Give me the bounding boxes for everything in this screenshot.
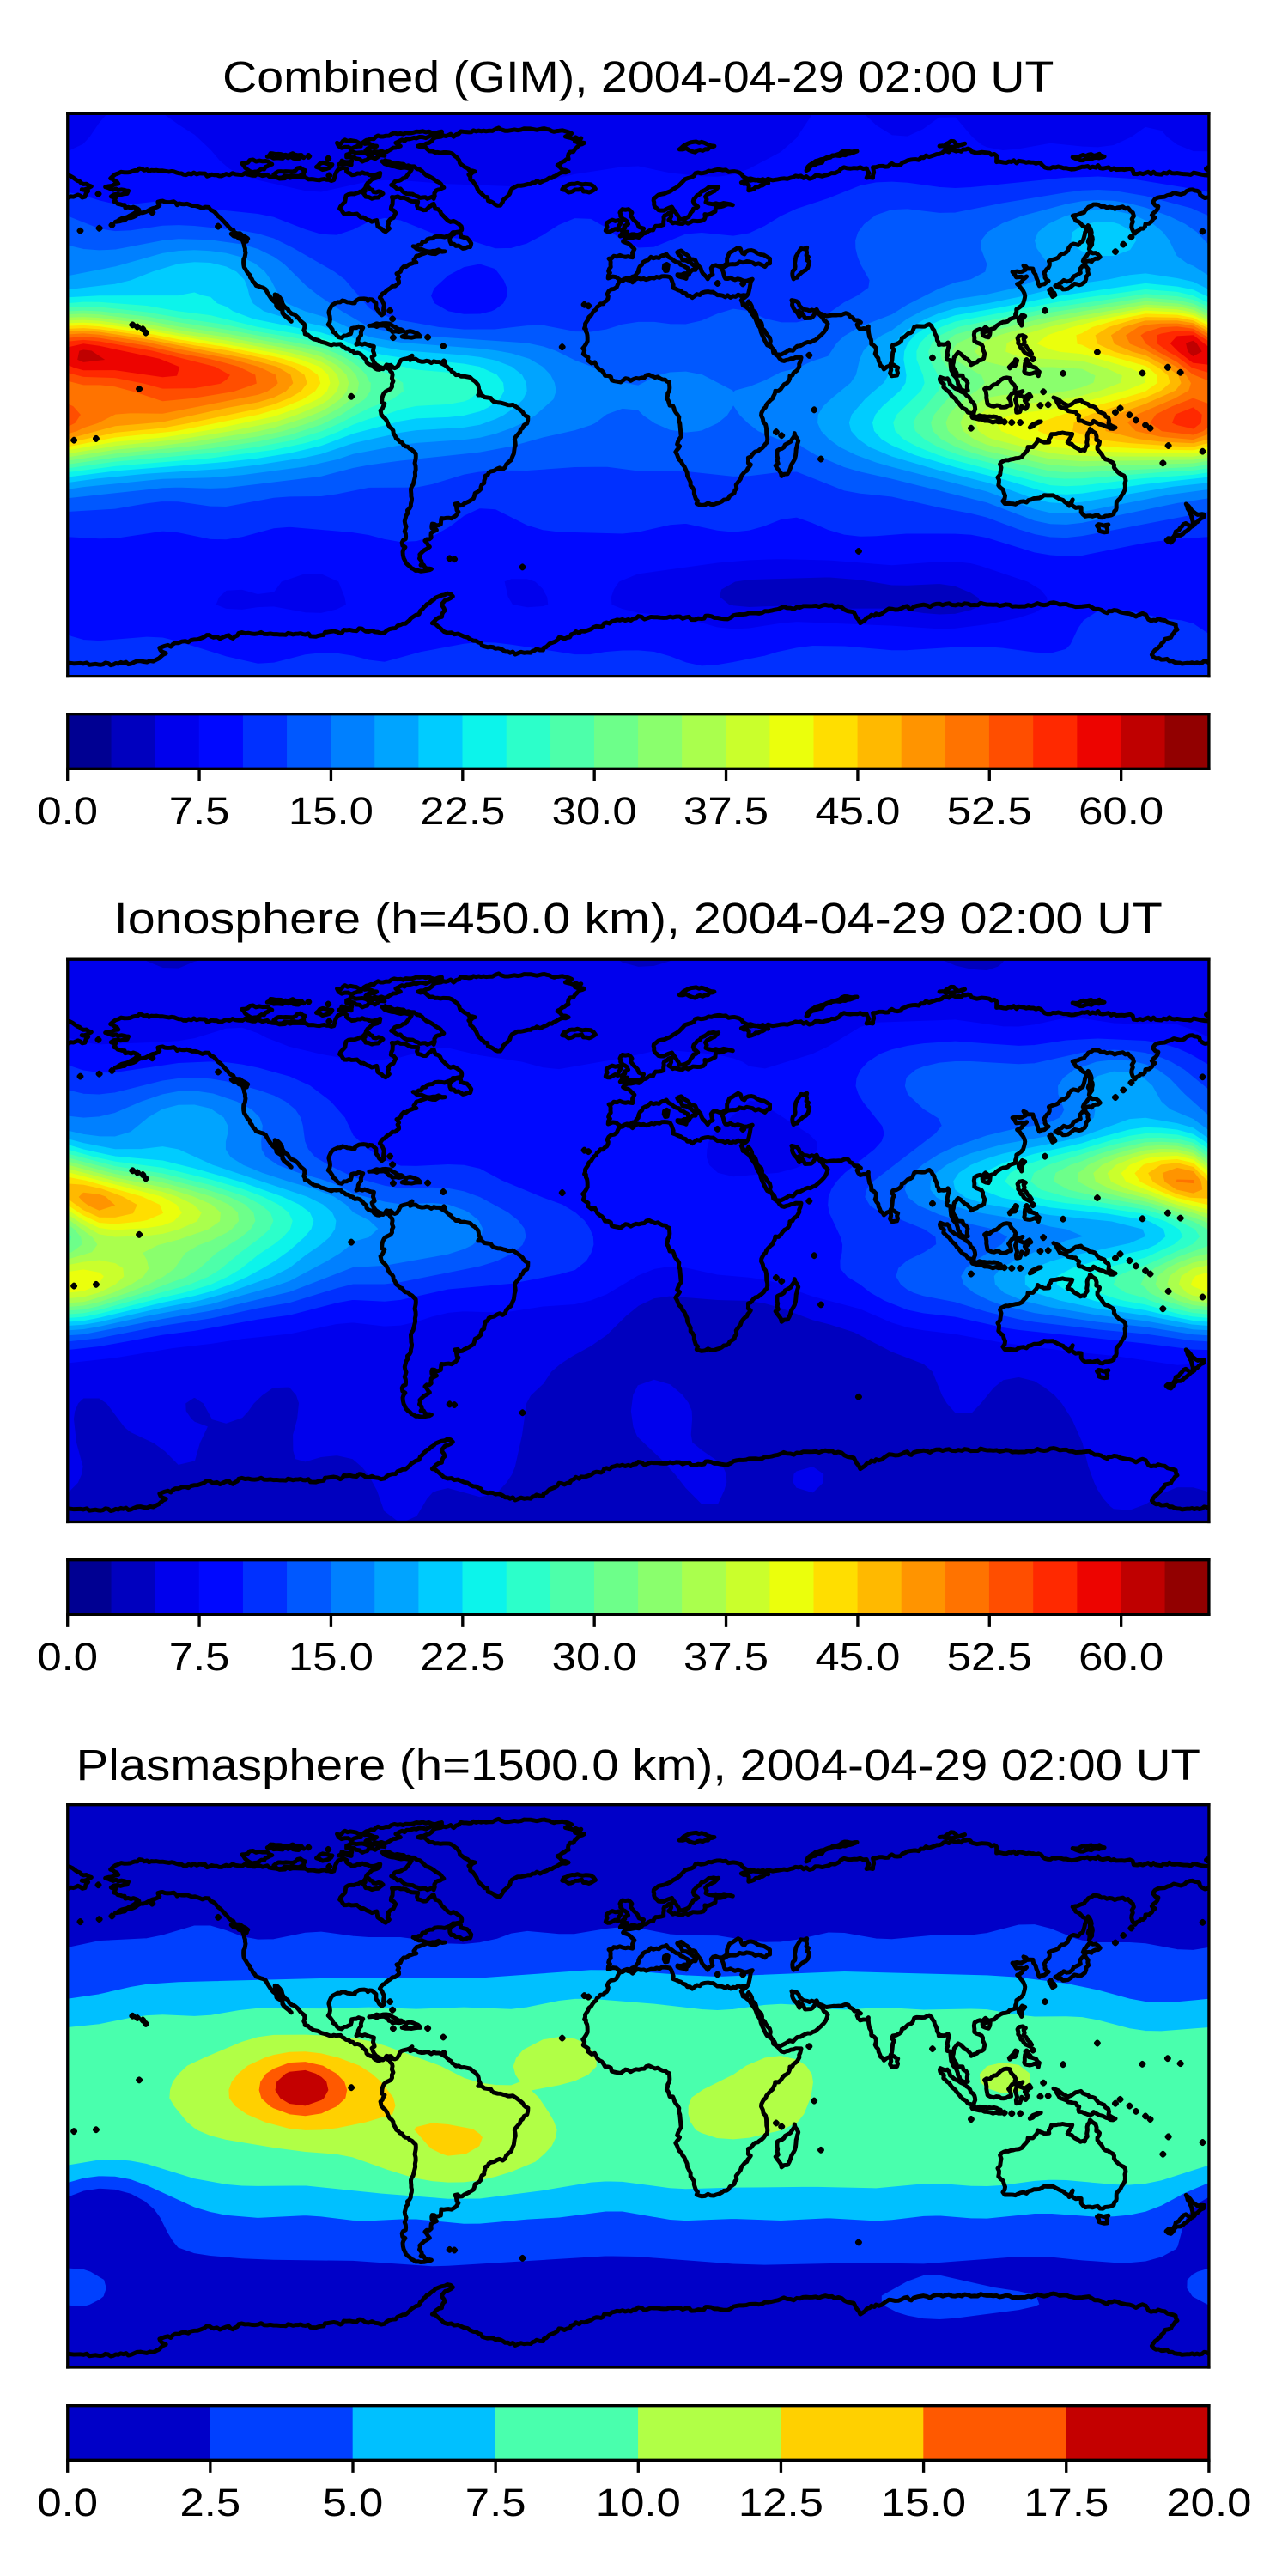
svg-text:0.0: 0.0: [37, 1635, 98, 1679]
svg-text:22.5: 22.5: [420, 1635, 505, 1679]
svg-text:45.0: 45.0: [815, 1635, 900, 1679]
svg-text:Plasmasphere (h=1500.0 km), 20: Plasmasphere (h=1500.0 km), 2004-04-29 0…: [76, 1740, 1200, 1789]
svg-text:37.5: 37.5: [683, 1635, 769, 1679]
svg-text:10.0: 10.0: [596, 2481, 681, 2524]
svg-text:22.5: 22.5: [420, 789, 505, 833]
svg-text:7.5: 7.5: [169, 789, 230, 833]
svg-text:30.0: 30.0: [552, 1635, 637, 1679]
svg-text:20.0: 20.0: [1166, 2481, 1251, 2524]
svg-text:5.0: 5.0: [323, 2481, 384, 2524]
svg-text:Ionosphere (h=450.0 km), 2004: Ionosphere (h=450.0 km), 2004-04-29 02:0…: [114, 893, 1163, 943]
svg-text:15.0: 15.0: [289, 1635, 374, 1679]
svg-text:Combined (GIM), 2004-04-29 02:: Combined (GIM), 2004-04-29 02:00 UT: [222, 52, 1054, 101]
svg-text:60.0: 60.0: [1078, 1635, 1163, 1679]
svg-text:37.5: 37.5: [683, 789, 769, 833]
svg-text:0.0: 0.0: [37, 2481, 98, 2524]
svg-text:60.0: 60.0: [1078, 789, 1163, 833]
svg-text:45.0: 45.0: [815, 789, 900, 833]
svg-text:2.5: 2.5: [180, 2481, 241, 2524]
svg-text:15.0: 15.0: [881, 2481, 966, 2524]
svg-text:52.5: 52.5: [947, 789, 1032, 833]
svg-text:7.5: 7.5: [465, 2481, 526, 2524]
svg-text:12.5: 12.5: [738, 2481, 823, 2524]
svg-text:52.5: 52.5: [947, 1635, 1032, 1679]
svg-text:17.5: 17.5: [1024, 2481, 1109, 2524]
svg-text:30.0: 30.0: [552, 789, 637, 833]
svg-text:7.5: 7.5: [169, 1635, 230, 1679]
svg-text:15.0: 15.0: [289, 789, 374, 833]
svg-text:0.0: 0.0: [37, 789, 98, 833]
